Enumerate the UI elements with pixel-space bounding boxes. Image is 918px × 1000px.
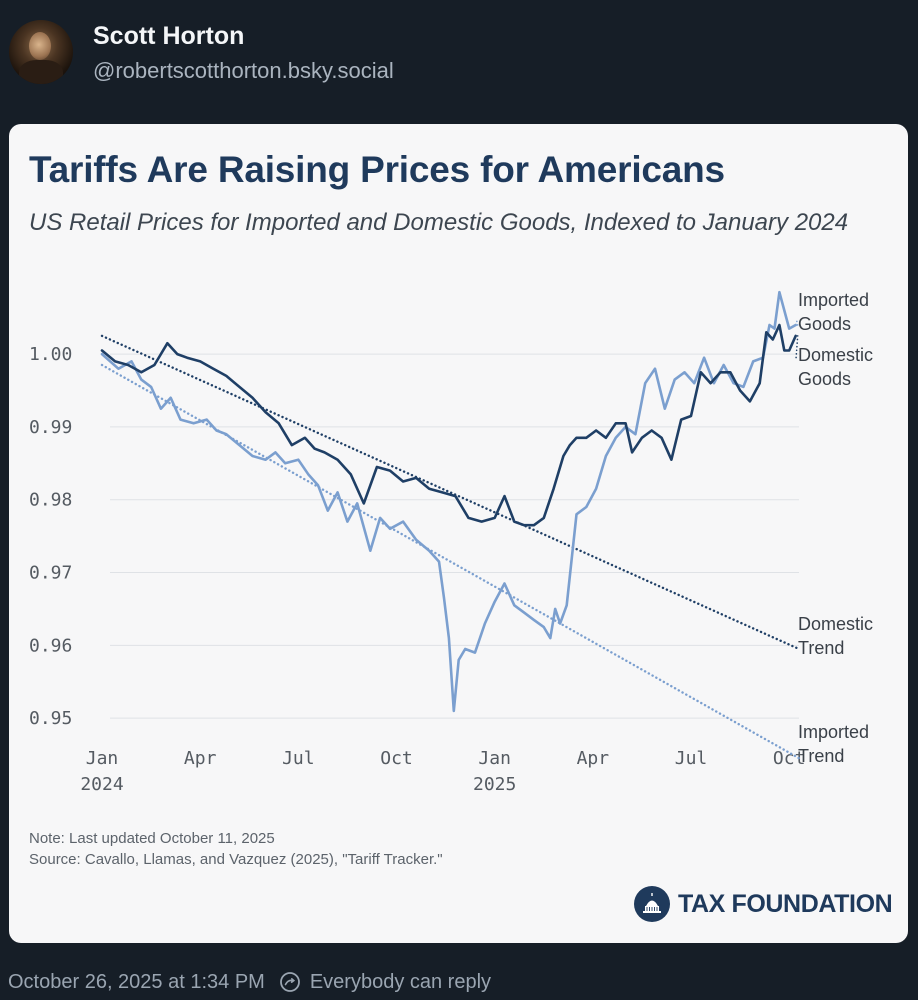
x-tick-label: Oct: [380, 748, 413, 769]
post-timestamp[interactable]: October 26, 2025 at 1:34 PM: [8, 970, 265, 993]
series-line-domestic-trend: [100, 334, 801, 651]
author-name[interactable]: Scott Horton: [93, 22, 245, 50]
post-header: Scott Horton @robertscotthorton.bsky.soc…: [0, 0, 918, 110]
brand-name: TAX FOUNDATION: [678, 889, 893, 918]
chart-image[interactable]: Tariffs Are Raising Prices for Americans…: [9, 124, 908, 943]
post-footer: October 26, 2025 at 1:34 PM Everybody ca…: [8, 968, 491, 996]
reply-settings-icon[interactable]: [279, 971, 301, 993]
grid-layer: 1.00 0.99 0.98 0.97 0.96 0.95 Jan 2024 Apr Jul Oct…: [29, 344, 805, 795]
y-tick-label: 0.97: [29, 563, 72, 584]
x-tick-label: Jul: [282, 748, 315, 769]
series-line-imported-trend: [100, 363, 801, 760]
y-tick-label: 0.99: [29, 417, 72, 438]
series-layer: [100, 290, 798, 713]
series-line-imported-goods: [100, 290, 798, 713]
capitol-dome-icon: [634, 886, 670, 922]
source-text: Source: Cavallo, Llamas, and Vazquez (20…: [29, 851, 443, 868]
y-tick-label: 0.96: [29, 635, 72, 656]
series-label: Imported Goods: [798, 290, 869, 334]
x-tick-year-label: 2024: [80, 774, 123, 795]
chart-subtitle: US Retail Prices for Imported and Domest…: [29, 209, 849, 236]
y-tick-label: 1.00: [29, 344, 72, 365]
x-tick-year-label: 2025: [473, 774, 516, 795]
series-label: Imported Trend: [798, 722, 869, 766]
line-chart: 1.00 0.99 0.98 0.97 0.96 0.95 Jan 2024 Apr Jul Oct…: [29, 290, 873, 795]
series-label-line: Domestic: [798, 345, 873, 365]
x-tick-label: Oct: [773, 748, 806, 769]
note-text: Note: Last updated October 11, 2025: [29, 830, 275, 847]
avatar-figure-body: [19, 60, 63, 84]
x-tick-label: Apr: [577, 748, 610, 769]
x-tick-label: Jan: [86, 748, 119, 769]
x-tick-label: Jan: [478, 748, 511, 769]
chart-footnote: Note: Last updated October 11, 2025 Sour…: [29, 828, 443, 870]
y-tick-label: 0.95: [29, 708, 72, 729]
series-label-line: Imported: [798, 290, 869, 310]
series-label-line: Imported: [798, 722, 869, 742]
series-label: Domestic Trend: [798, 614, 873, 658]
x-tick-label: Jul: [675, 748, 708, 769]
y-tick-label: 0.98: [29, 490, 72, 511]
series-label: Domestic Goods: [798, 345, 873, 389]
reply-setting[interactable]: Everybody can reply: [309, 970, 492, 993]
brand-logo-group: TAX FOUNDATION: [634, 884, 893, 924]
series-label-line: Trend: [798, 746, 844, 766]
author-handle[interactable]: @robertscotthorton.bsky.social: [93, 58, 394, 83]
series-label-line: Trend: [798, 638, 844, 658]
series-label-line: Goods: [798, 314, 851, 334]
x-tick-label: Apr: [184, 748, 217, 769]
avatar[interactable]: [9, 20, 73, 84]
series-label-line: Domestic: [798, 614, 873, 634]
series-label-line: Goods: [798, 369, 851, 389]
series-label-leader: [795, 317, 799, 326]
avatar-figure-face: [29, 32, 51, 60]
chart-title: Tariffs Are Raising Prices for Americans: [29, 149, 725, 190]
series-line-domestic-goods: [100, 323, 798, 527]
series-label-leader: [795, 335, 799, 360]
